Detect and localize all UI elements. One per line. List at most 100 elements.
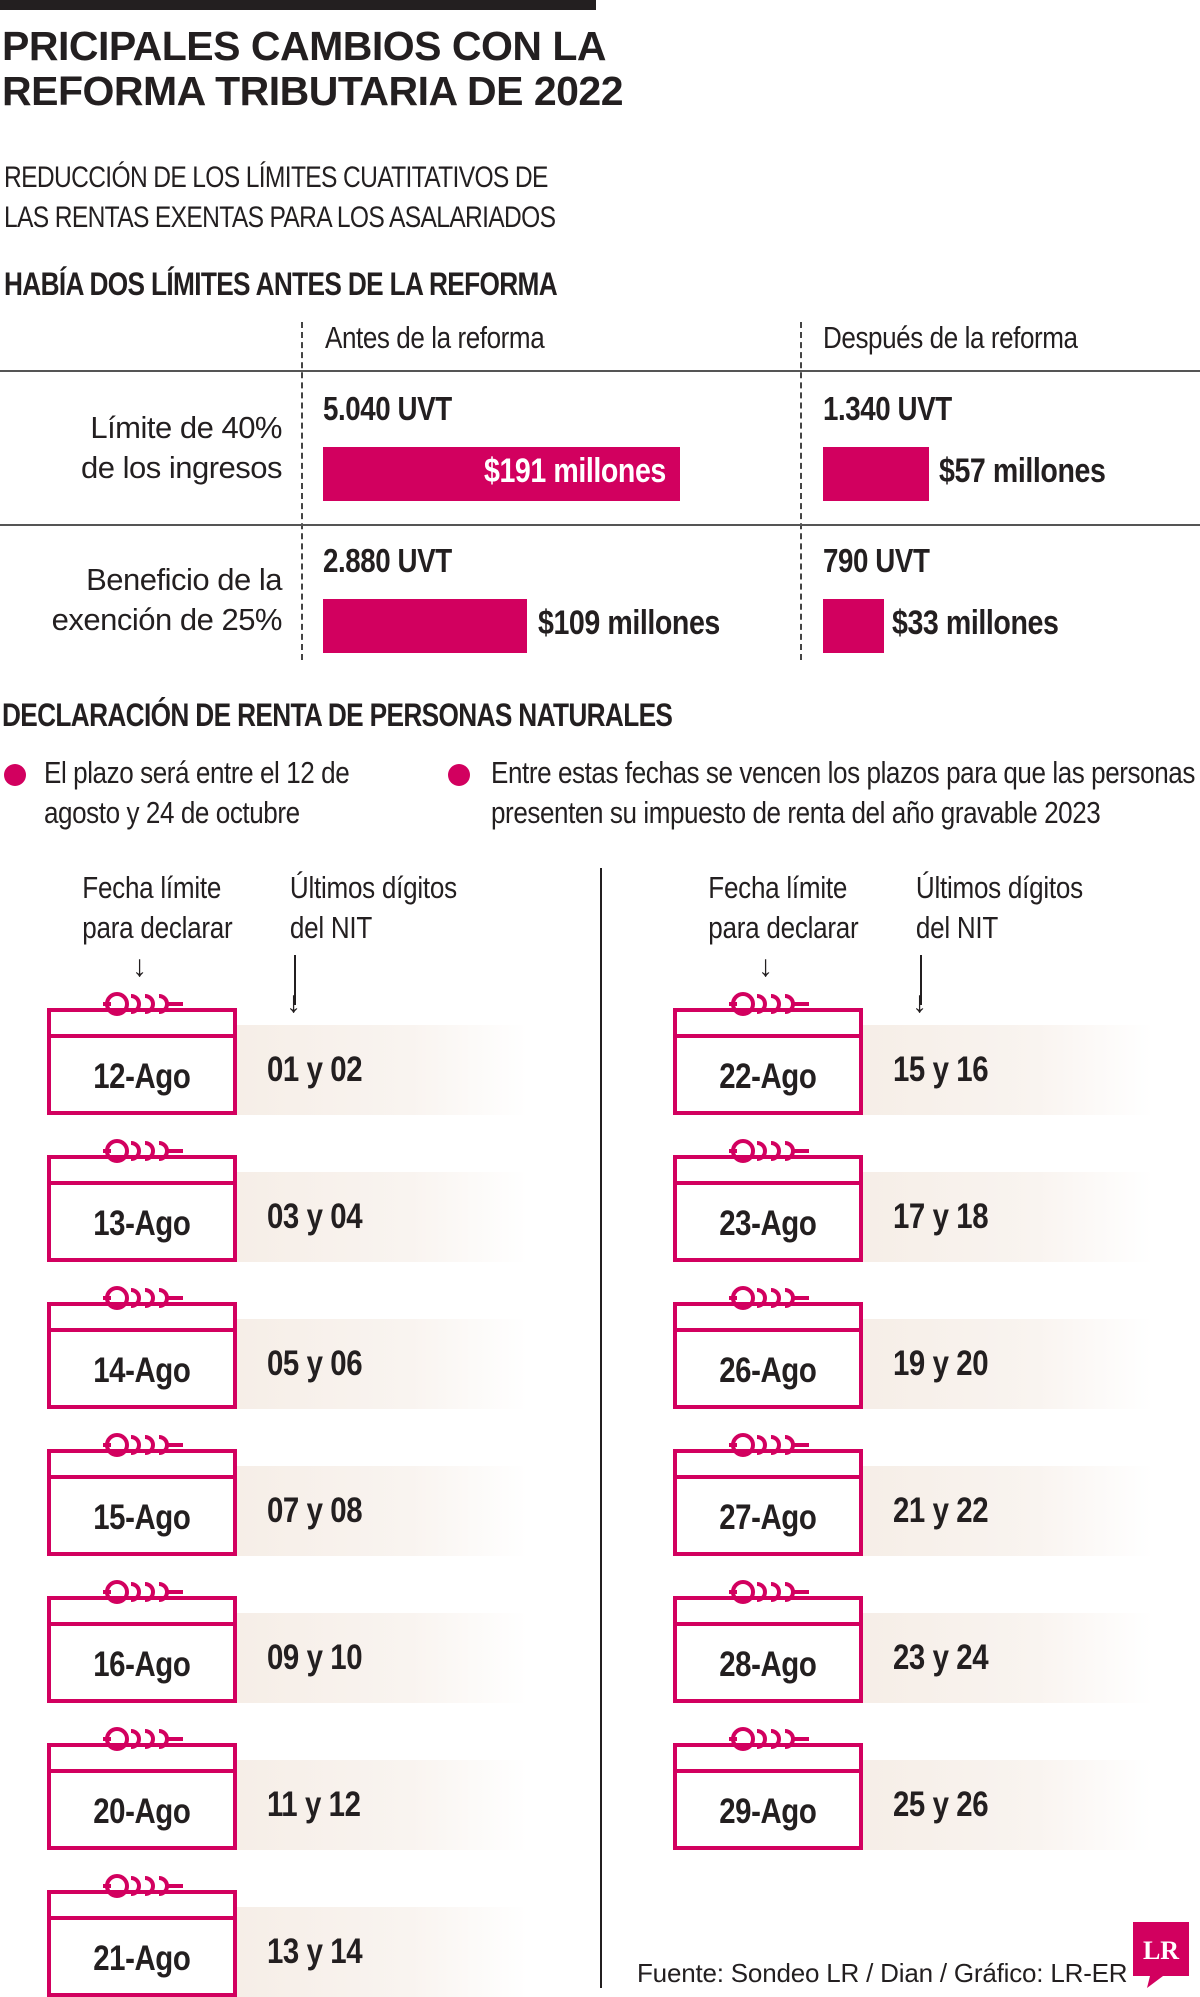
- deadline-date: 15-Ago: [47, 1479, 237, 1556]
- nit-digits-cell: 07 y 08: [237, 1466, 527, 1556]
- bullet-line: Entre estas fechas se vencen los plazos …: [491, 755, 1195, 790]
- page-subtitle: REDUCCIÓN DE LOS LÍMITES CUATITATIVOS DE…: [4, 158, 556, 238]
- calendar-header-band: [673, 1596, 863, 1626]
- nit-digits-cell: 17 y 18: [863, 1172, 1153, 1262]
- deadline-date-text: 23-Ago: [719, 1203, 817, 1243]
- page-title-line-2: REFORMA TRIBUTARIA DE 2022: [2, 68, 624, 114]
- row-label-line: de los ingresos: [80, 450, 283, 485]
- deadline-date: 14-Ago: [47, 1332, 237, 1409]
- deadline-date: 20-Ago: [47, 1773, 237, 1850]
- deadline-date: 29-Ago: [673, 1773, 863, 1850]
- nit-digits-text: 03 y 04: [267, 1197, 363, 1236]
- heading-line: para declarar: [708, 910, 859, 945]
- nit-digits-cell: 21 y 22: [863, 1466, 1153, 1556]
- arrow-shaft: [294, 955, 296, 1005]
- nit-digits-cell: 13 y 14: [237, 1907, 527, 1997]
- deadline-date-text: 12-Ago: [93, 1056, 191, 1096]
- money-label-before: $191 millones: [484, 452, 666, 490]
- money-label-after: $57 millones: [939, 452, 1106, 490]
- calendar-icon: 21-Ago: [47, 1872, 237, 1997]
- arrow-down-icon: ↓: [758, 950, 773, 983]
- deadline-date: 16-Ago: [47, 1626, 237, 1703]
- heading-line: del NIT: [915, 910, 999, 945]
- nit-digits-text: 15 y 16: [893, 1050, 989, 1089]
- nit-digits-cell: 05 y 06: [237, 1319, 527, 1409]
- calendar-header-band: [47, 1302, 237, 1332]
- arrow-down-icon: ↓: [286, 988, 301, 1018]
- calendar-icon: 23-Ago: [673, 1137, 863, 1262]
- uvt-value-after: 790 UVT: [823, 542, 930, 579]
- calendar-header-band: [673, 1302, 863, 1332]
- divider-rule: [0, 524, 1200, 526]
- value-bar-after: [823, 447, 929, 501]
- nit-digits-cell: 25 y 26: [863, 1760, 1153, 1850]
- section-heading-limits: HABÍA DOS LÍMITES ANTES DE LA REFORMA: [4, 266, 558, 302]
- deadline-date-text: 14-Ago: [93, 1350, 191, 1390]
- uvt-value-before: 5.040 UVT: [323, 390, 452, 427]
- deadline-date: 22-Ago: [673, 1038, 863, 1115]
- deadline-date-text: 26-Ago: [719, 1350, 817, 1390]
- arrow-down-icon: ↓: [132, 950, 147, 983]
- column-heading-date: Fecha límite para declarar: [708, 868, 858, 948]
- deadline-date-text: 15-Ago: [93, 1497, 191, 1537]
- heading-line: del NIT: [289, 910, 373, 945]
- divider-dashed-before: [301, 322, 303, 660]
- calendar-icon: 13-Ago: [47, 1137, 237, 1262]
- bullet-dot: [448, 764, 470, 786]
- calendar-icon: 26-Ago: [673, 1284, 863, 1409]
- calendar-header-band: [47, 1449, 237, 1479]
- deadline-date: 21-Ago: [47, 1920, 237, 1997]
- money-label-after: $33 millones: [892, 604, 1059, 642]
- calendar-rings-icon: [729, 990, 809, 1031]
- calendar-rings-icon: [103, 990, 183, 1031]
- calendar-icon: 12-Ago: [47, 990, 237, 1115]
- row-label-line: Beneficio de la: [86, 562, 282, 597]
- row-label-line: exención de 25%: [51, 602, 283, 637]
- value-bar-before: [323, 447, 680, 501]
- deadline-date: 27-Ago: [673, 1479, 863, 1556]
- section-heading-declaration: DECLARACIÓN DE RENTA DE PERSONAS NATURAL…: [2, 697, 673, 733]
- calendar-rings-icon: [103, 1725, 183, 1766]
- deadline-date-text: 21-Ago: [93, 1938, 191, 1978]
- bullet-line: agosto y 24 de octubre: [44, 795, 300, 830]
- row-label-limit-40: Límite de 40% de los ingresos: [22, 408, 283, 488]
- nit-digits-text: 23 y 24: [893, 1638, 989, 1677]
- nit-digits-text: 09 y 10: [267, 1638, 363, 1677]
- bullet-line: El plazo será entre el 12 de: [44, 755, 350, 790]
- nit-digits-cell: 15 y 16: [863, 1025, 1153, 1115]
- deadline-date-text: 16-Ago: [93, 1644, 191, 1684]
- center-divider: [600, 868, 602, 1988]
- column-heading-before: Antes de la reforma: [325, 320, 545, 355]
- nit-digits-cell: 01 y 02: [237, 1025, 527, 1115]
- deadline-date: 13-Ago: [47, 1185, 237, 1262]
- deadline-date-text: 20-Ago: [93, 1791, 191, 1831]
- heading-line: Últimos dígitos: [289, 870, 457, 905]
- calendar-rings-icon: [103, 1137, 183, 1178]
- deadline-date-text: 22-Ago: [719, 1056, 817, 1096]
- nit-digits-text: 21 y 22: [893, 1491, 989, 1530]
- deadline-date: 28-Ago: [673, 1626, 863, 1703]
- nit-digits-text: 05 y 06: [267, 1344, 363, 1383]
- row-label-exemption-25: Beneficio de la exención de 25%: [22, 560, 283, 640]
- calendar-header-band: [47, 1890, 237, 1920]
- calendar-rings-icon: [103, 1872, 183, 1913]
- calendar-rings-icon: [729, 1578, 809, 1619]
- uvt-value-after: 1.340 UVT: [823, 390, 952, 427]
- heading-line: para declarar: [82, 910, 233, 945]
- nit-digits-text: 07 y 08: [267, 1491, 363, 1530]
- calendar-header-band: [673, 1743, 863, 1773]
- nit-digits-cell: 19 y 20: [863, 1319, 1153, 1409]
- deadline-date-text: 29-Ago: [719, 1791, 817, 1831]
- arrow-down-icon: ↓: [912, 988, 927, 1018]
- divider-dashed-after: [800, 322, 802, 660]
- heading-line: Fecha límite: [708, 870, 848, 905]
- deadline-date: 23-Ago: [673, 1185, 863, 1262]
- calendar-rings-icon: [729, 1137, 809, 1178]
- bullet-line: presenten su impuesto de renta del año g…: [491, 795, 1101, 830]
- nit-digits-text: 11 y 12: [267, 1785, 361, 1824]
- deadline-date-text: 13-Ago: [93, 1203, 191, 1243]
- nit-digits-cell: 23 y 24: [863, 1613, 1153, 1703]
- nit-digits-cell: 11 y 12: [237, 1760, 527, 1850]
- calendar-rings-icon: [103, 1578, 183, 1619]
- deadline-date: 26-Ago: [673, 1332, 863, 1409]
